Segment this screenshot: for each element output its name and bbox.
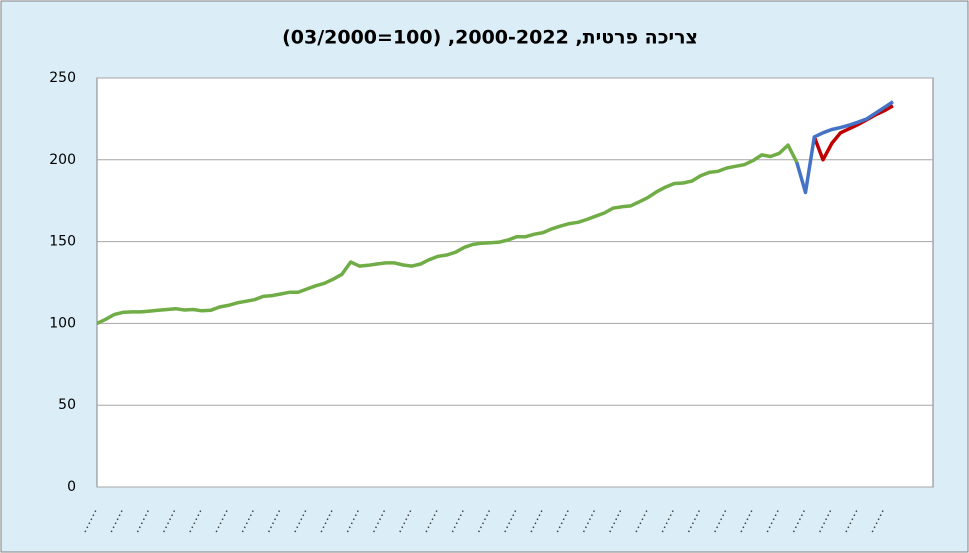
- y-tick-label: 200: [49, 152, 76, 168]
- series-line: [96, 143, 799, 325]
- series-line: [812, 104, 894, 162]
- y-tick-label: 0: [67, 479, 76, 495]
- series-line: [795, 100, 894, 195]
- chart-title: צריכה פרטית, 2000-2022, (100=03/2000): [282, 27, 698, 49]
- y-tick-label: 150: [49, 234, 76, 250]
- y-tick-label: 250: [49, 70, 76, 86]
- y-tick-label: 100: [49, 315, 76, 331]
- y-tick-label: 50: [58, 397, 76, 413]
- plot-area: [96, 77, 934, 488]
